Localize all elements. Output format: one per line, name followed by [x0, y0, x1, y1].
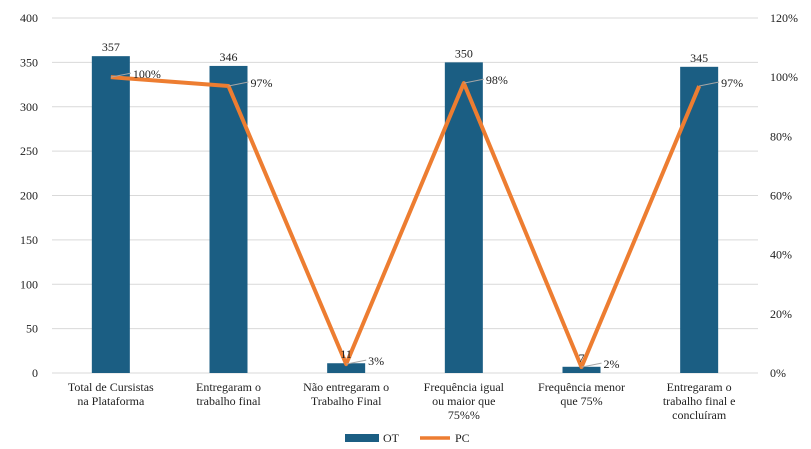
category-label: Entregaram o trabalho final e concluíram: [663, 380, 736, 422]
pc-label-leader: [699, 81, 720, 87]
ot-data-label: 11: [340, 347, 352, 361]
legend: OT PC: [345, 431, 470, 445]
right-axis: 0% 20% 40% 60% 80% 100% 120%: [770, 11, 798, 380]
category-label-line: Entregaram o: [196, 380, 261, 394]
ot-data-label: 357: [102, 40, 120, 54]
pc-label-leader: [346, 359, 367, 365]
pc-line: [110, 75, 702, 370]
pc-label-leader: [110, 72, 131, 78]
pc-data-label: 3%: [368, 354, 384, 368]
ot-data-labels: 357 346 11 350 7 345: [102, 40, 708, 365]
category-label-line: Frequência menor: [538, 380, 625, 394]
right-tick-label: 60%: [770, 189, 792, 203]
gridlines: [52, 17, 758, 374]
legend-swatch-ot: [345, 434, 379, 442]
ot-data-label: 7: [579, 351, 585, 365]
pc-label-leader: [228, 81, 249, 87]
category-label: Total de Cursistas na Plataforma: [68, 380, 154, 408]
legend-label-pc: PC: [455, 431, 470, 445]
category-label: Não entregaram o Trabalho Final: [303, 380, 389, 408]
left-tick-label: 400: [20, 11, 38, 25]
category-label-line: trabalho final e: [663, 394, 736, 408]
pc-data-label: 97%: [251, 76, 273, 90]
left-tick-label: 0: [32, 366, 38, 380]
pc-data-label: 98%: [486, 73, 508, 87]
pc-label-leader: [463, 78, 484, 84]
left-tick-label: 350: [20, 55, 38, 69]
category-label-line: Frequência igual: [424, 380, 505, 394]
right-tick-label: 20%: [770, 307, 792, 321]
right-tick-label: 0%: [770, 366, 786, 380]
ot-data-label: 346: [220, 50, 238, 64]
category-label-line: ou maior que: [432, 394, 495, 408]
category-label-line: trabalho final: [196, 394, 261, 408]
left-tick-label: 100: [20, 277, 38, 291]
category-label-line: concluíram: [672, 408, 727, 422]
left-axis: 0 50 100 150 200 250 300 350 400: [20, 11, 38, 380]
category-label: Entregaram o trabalho final: [196, 380, 261, 408]
category-label-line: Não entregaram o: [303, 380, 389, 394]
ot-bar: [562, 366, 601, 373]
category-axis: Total de Cursistas na Plataforma Entregara…: [68, 380, 736, 422]
pc-data-label: 100%: [133, 67, 161, 81]
ot-bar: [444, 62, 483, 373]
left-tick-label: 150: [20, 233, 38, 247]
category-label-line: Trabalho Final: [311, 394, 382, 408]
left-tick-label: 300: [20, 100, 38, 114]
left-tick-label: 250: [20, 144, 38, 158]
category-label-line: Total de Cursistas: [68, 380, 154, 394]
category-label-line: na Plataforma: [77, 394, 145, 408]
right-tick-label: 80%: [770, 129, 792, 143]
left-tick-label: 200: [20, 189, 38, 203]
pc-data-labels: 100% 97% 3% 98% 2% 97%: [110, 67, 743, 371]
left-tick-label: 50: [26, 322, 38, 336]
ot-bars: [91, 56, 719, 374]
ot-bar: [327, 363, 366, 373]
ot-data-label: 345: [690, 51, 708, 65]
right-tick-label: 40%: [770, 248, 792, 262]
ot-data-label: 350: [455, 46, 473, 60]
pc-label-leader: [581, 362, 602, 368]
category-label: Frequência menor que 75%: [538, 380, 625, 408]
pc-data-label: 97%: [721, 76, 743, 90]
ot-bar: [91, 56, 130, 373]
category-label-line: Entregaram o: [667, 380, 732, 394]
right-tick-label: 100%: [770, 70, 798, 84]
category-label-line: que 75%: [560, 394, 602, 408]
legend-label-ot: OT: [383, 431, 400, 445]
pc-series-line: [110, 75, 702, 370]
category-label: Frequência igual ou maior que 75%%: [424, 380, 505, 422]
ot-bar: [209, 65, 248, 374]
category-label-line: 75%%: [448, 408, 480, 422]
pc-data-label: 2%: [604, 357, 620, 371]
right-tick-label: 120%: [770, 11, 798, 25]
